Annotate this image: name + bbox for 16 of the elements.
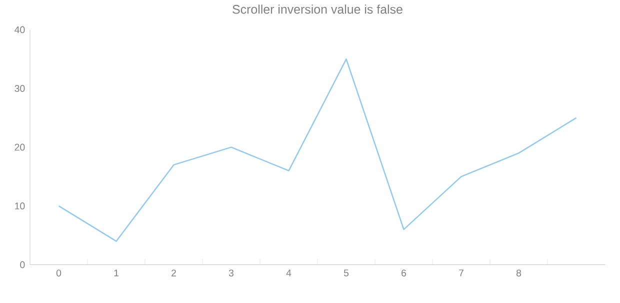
line-series: [58, 58, 577, 242]
x-tick-label: 1: [114, 270, 118, 276]
x-tick-label: 3: [228, 270, 234, 277]
x-tick-label: 4: [286, 270, 292, 276]
y-tick-label: 10: [15, 202, 25, 210]
x-tick-label: 5: [344, 270, 349, 276]
y-tick-label: 40: [14, 26, 25, 34]
y-tick-label: 30: [14, 85, 25, 92]
chart-title: Scroller inversion value is false: [232, 4, 402, 14]
y-tick-label: 0: [20, 261, 25, 268]
x-tick-label: 6: [402, 270, 406, 277]
x-tick-label: 0: [56, 270, 62, 277]
x-tick-label: 8: [516, 270, 522, 277]
x-tick-label: 7: [459, 270, 464, 276]
x-tick-label: 2: [172, 270, 176, 276]
y-tick-label: 20: [14, 144, 25, 151]
